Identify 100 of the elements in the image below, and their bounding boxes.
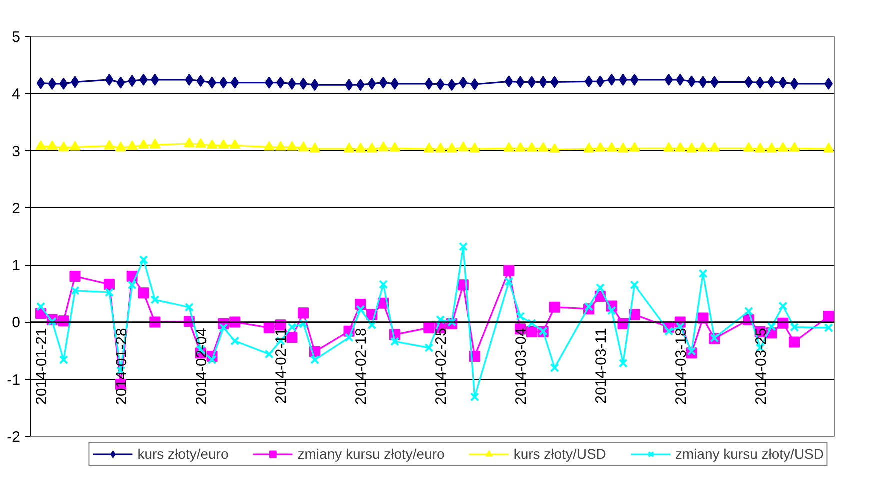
point xyxy=(208,355,217,364)
point xyxy=(754,142,766,152)
point xyxy=(115,142,126,152)
point xyxy=(36,302,46,312)
point xyxy=(504,265,515,276)
point xyxy=(424,322,435,334)
point xyxy=(309,142,320,152)
point xyxy=(390,78,400,90)
point xyxy=(447,318,457,327)
point xyxy=(584,142,595,152)
x-tick-label: 2014-02-25 xyxy=(433,328,450,405)
point xyxy=(778,302,788,311)
point xyxy=(629,142,640,152)
point xyxy=(767,322,776,332)
point xyxy=(698,142,709,152)
point xyxy=(789,336,800,348)
legend-label: kurs złoty/USD xyxy=(514,446,606,462)
point xyxy=(424,343,434,352)
point xyxy=(185,74,194,86)
point xyxy=(824,323,834,332)
point xyxy=(206,139,218,150)
point xyxy=(686,142,698,152)
point xyxy=(195,138,206,148)
point xyxy=(470,392,480,402)
point xyxy=(379,76,388,89)
point xyxy=(664,326,674,336)
point xyxy=(264,322,275,334)
y-tick-label: 4 xyxy=(12,86,20,104)
point xyxy=(664,74,674,86)
point xyxy=(219,323,228,332)
point xyxy=(789,142,800,152)
point xyxy=(48,317,57,326)
point xyxy=(46,140,58,150)
point xyxy=(539,76,548,88)
point xyxy=(710,76,719,88)
x-tick-label: 2014-03-18 xyxy=(672,328,690,405)
point xyxy=(390,337,400,346)
point xyxy=(275,141,286,151)
x-tick-label: 2014-01-28 xyxy=(113,328,130,405)
point xyxy=(448,79,456,92)
point xyxy=(48,78,57,90)
point xyxy=(230,139,241,150)
point xyxy=(504,142,515,152)
point xyxy=(698,269,708,278)
x-tick-label: 2014-02-04 xyxy=(193,328,210,405)
point xyxy=(435,142,446,152)
x-tick-label: 2014-03-04 xyxy=(513,328,530,405)
x-tick-label: 2014-03-25 xyxy=(752,328,770,405)
point xyxy=(459,76,468,89)
point xyxy=(310,355,320,364)
point xyxy=(286,141,298,151)
point xyxy=(70,286,80,296)
point xyxy=(150,74,160,86)
x-tick-label: 2014-02-18 xyxy=(353,328,370,405)
point xyxy=(344,142,355,152)
point xyxy=(470,78,480,90)
point xyxy=(436,315,446,324)
point xyxy=(139,255,148,264)
point xyxy=(516,312,526,322)
point xyxy=(676,74,685,86)
point xyxy=(549,143,560,154)
point xyxy=(70,271,81,282)
point xyxy=(596,283,605,292)
y-tick-label: -1 xyxy=(7,372,21,389)
point xyxy=(36,77,46,90)
point xyxy=(778,76,788,89)
point xyxy=(608,74,616,86)
x-tick-label: 2014-02-11 xyxy=(273,328,290,404)
point xyxy=(790,78,799,90)
point xyxy=(790,322,800,332)
point xyxy=(778,142,789,152)
point xyxy=(618,358,628,368)
point xyxy=(368,320,377,330)
y-tick-label: 0 xyxy=(12,314,20,332)
point xyxy=(687,346,696,356)
point xyxy=(138,139,150,150)
point xyxy=(458,142,469,152)
point xyxy=(436,78,445,90)
point xyxy=(368,78,376,90)
point xyxy=(515,142,526,152)
point xyxy=(264,141,275,151)
point xyxy=(104,288,114,298)
point xyxy=(366,142,378,152)
point xyxy=(298,308,310,319)
point xyxy=(150,138,161,148)
point xyxy=(663,142,674,152)
point xyxy=(389,142,400,152)
point xyxy=(288,78,296,90)
point xyxy=(584,76,594,88)
point xyxy=(299,78,308,90)
point xyxy=(526,142,538,152)
point xyxy=(674,142,686,152)
point xyxy=(469,142,480,152)
point xyxy=(766,142,778,152)
point xyxy=(549,302,560,313)
point xyxy=(218,139,230,150)
point xyxy=(138,288,150,299)
point xyxy=(823,311,834,322)
point xyxy=(596,76,605,88)
x-tick-label: 2014-01-21 xyxy=(33,328,50,405)
